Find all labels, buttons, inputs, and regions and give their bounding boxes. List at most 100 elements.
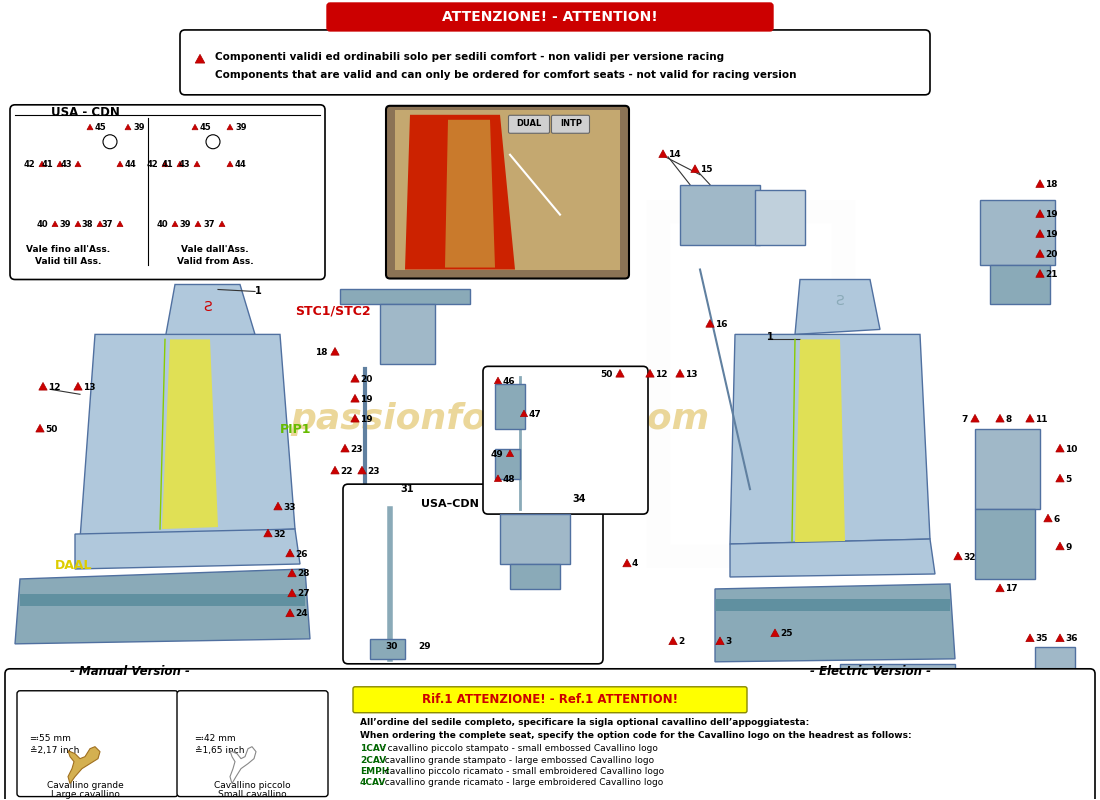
Polygon shape	[195, 54, 205, 63]
Polygon shape	[219, 221, 225, 226]
Polygon shape	[341, 444, 349, 452]
Text: PIP1: PIP1	[280, 422, 311, 436]
Polygon shape	[52, 221, 58, 226]
Text: 2CAV: 2CAV	[360, 756, 386, 765]
Polygon shape	[506, 450, 514, 457]
Text: : cavallino piccolo ricamato - small embroidered Cavallino logo: : cavallino piccolo ricamato - small emb…	[379, 767, 664, 776]
Text: Valid from Ass.: Valid from Ass.	[177, 257, 253, 266]
Text: 45: 45	[95, 123, 107, 132]
Bar	[495, 450, 520, 479]
Text: 12: 12	[654, 370, 668, 379]
Polygon shape	[230, 746, 256, 784]
Text: 33: 33	[283, 502, 296, 511]
Text: 27: 27	[297, 590, 309, 598]
Circle shape	[206, 134, 220, 149]
Bar	[20, 594, 305, 606]
Text: Cavallino grande: Cavallino grande	[46, 781, 123, 790]
Polygon shape	[706, 319, 714, 327]
Text: 19: 19	[1045, 230, 1057, 239]
Text: Vale dall'Ass.: Vale dall'Ass.	[182, 245, 249, 254]
Text: 13: 13	[685, 370, 697, 379]
Polygon shape	[520, 410, 528, 417]
Bar	[379, 305, 434, 364]
Text: 8: 8	[1005, 414, 1011, 424]
Polygon shape	[97, 221, 103, 226]
Text: DUAL: DUAL	[516, 119, 541, 128]
Text: All’ordine del sedile completo, specificare la sigla optional cavallino dell’app: All’ordine del sedile completo, specific…	[360, 718, 810, 727]
Text: - Manual Version -: - Manual Version -	[70, 666, 190, 678]
FancyBboxPatch shape	[327, 3, 773, 31]
Polygon shape	[351, 374, 360, 382]
Circle shape	[103, 134, 117, 149]
Text: ≕55 mm: ≕55 mm	[30, 734, 70, 743]
Text: 30: 30	[385, 642, 397, 651]
Polygon shape	[1056, 542, 1064, 550]
FancyBboxPatch shape	[508, 115, 550, 134]
Polygon shape	[74, 382, 82, 390]
Text: passionforparts.com: passionforparts.com	[290, 402, 710, 436]
FancyBboxPatch shape	[343, 484, 603, 664]
Bar	[840, 664, 955, 709]
Text: 12: 12	[48, 383, 60, 392]
Polygon shape	[227, 162, 233, 166]
Text: 39: 39	[59, 220, 72, 229]
Text: 38: 38	[81, 220, 94, 229]
Text: 18: 18	[316, 348, 328, 357]
Text: USA - CDN: USA - CDN	[51, 106, 120, 119]
Polygon shape	[691, 165, 700, 173]
Polygon shape	[194, 162, 200, 166]
Polygon shape	[1036, 210, 1044, 218]
Polygon shape	[730, 539, 935, 577]
Text: 47: 47	[529, 410, 541, 418]
Text: Large cavallino: Large cavallino	[51, 790, 120, 799]
Polygon shape	[39, 162, 45, 166]
Polygon shape	[771, 629, 779, 637]
Text: 🛡: 🛡	[625, 178, 874, 582]
Text: 36: 36	[1065, 634, 1078, 643]
Text: 50: 50	[45, 425, 57, 434]
Text: STC1/STC2: STC1/STC2	[295, 305, 371, 318]
Polygon shape	[195, 221, 201, 226]
Text: 41: 41	[162, 160, 173, 170]
FancyBboxPatch shape	[177, 690, 328, 797]
Text: 23: 23	[350, 445, 363, 454]
Polygon shape	[57, 162, 63, 166]
Text: 45: 45	[200, 123, 211, 132]
Polygon shape	[227, 124, 233, 130]
Polygon shape	[358, 466, 366, 474]
Text: ATTENZIONE! - ATTENTION!: ATTENZIONE! - ATTENTION!	[442, 10, 658, 24]
Text: 11: 11	[1035, 414, 1047, 424]
Text: 17: 17	[1005, 585, 1018, 594]
Polygon shape	[192, 124, 198, 130]
Polygon shape	[288, 569, 296, 577]
Bar	[500, 514, 570, 564]
Text: 43: 43	[60, 160, 72, 170]
Polygon shape	[288, 589, 296, 597]
Text: 48: 48	[503, 474, 516, 484]
Polygon shape	[669, 637, 678, 645]
Text: 5: 5	[1065, 474, 1071, 484]
Bar	[975, 430, 1040, 509]
Text: When ordering the complete seat, specify the option code for the Cavallino logo : When ordering the complete seat, specify…	[360, 731, 912, 740]
Polygon shape	[172, 221, 178, 226]
Polygon shape	[177, 162, 183, 166]
Polygon shape	[971, 414, 979, 422]
Polygon shape	[165, 285, 255, 339]
Text: 21: 21	[1045, 270, 1057, 279]
Polygon shape	[715, 584, 955, 662]
Text: Cavallino piccolo: Cavallino piccolo	[213, 781, 290, 790]
Polygon shape	[1036, 230, 1044, 238]
Text: 37: 37	[101, 220, 113, 229]
Polygon shape	[331, 466, 339, 474]
Text: : cavallino grande stampato - large embossed Cavallino logo: : cavallino grande stampato - large embo…	[379, 756, 654, 765]
Text: 39: 39	[179, 220, 191, 229]
FancyBboxPatch shape	[386, 106, 629, 278]
Text: 20: 20	[1045, 250, 1057, 259]
Polygon shape	[162, 339, 218, 529]
Polygon shape	[80, 334, 295, 539]
FancyBboxPatch shape	[6, 669, 1094, 800]
Bar	[715, 599, 950, 611]
Polygon shape	[494, 377, 502, 384]
Polygon shape	[286, 609, 294, 617]
Text: ≗1,65 inch: ≗1,65 inch	[195, 746, 244, 755]
